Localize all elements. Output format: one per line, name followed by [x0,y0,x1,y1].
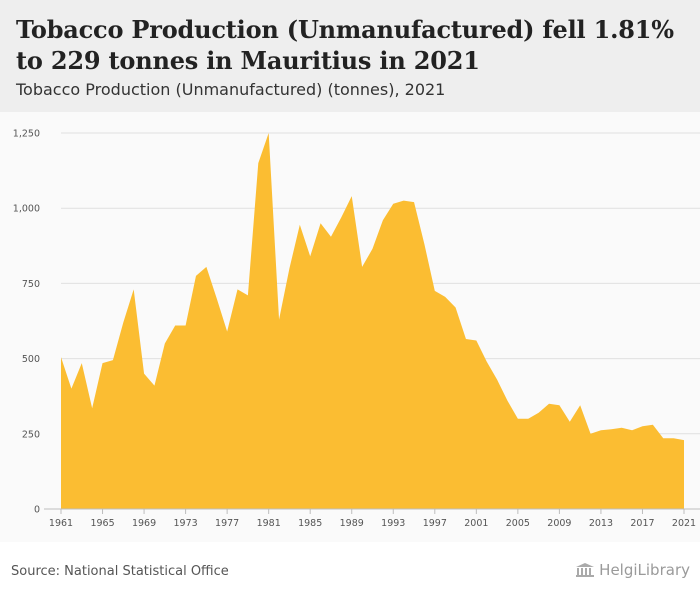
x-tick-label: 2009 [547,518,571,529]
data-point[interactable] [256,161,260,165]
data-point[interactable] [101,361,105,365]
data-point[interactable] [225,330,229,334]
axes: 0 250 500 750 1,000 1,250 1961 1965 1969 1973 1977… [13,129,700,529]
y-tick-label: 1,250 [13,129,40,140]
chart-subtitle: Tobacco Production (Unmanufactured) (ton… [16,80,446,99]
y-tick-label: 250 [22,429,40,440]
data-point[interactable] [173,324,177,328]
y-tick-label: 0 [34,505,40,516]
x-tick-label: 2021 [672,518,696,529]
data-point[interactable] [111,358,115,362]
data-point[interactable] [391,202,395,206]
data-point[interactable] [599,428,603,432]
page-title: Tobacco Production (Unmanufactured) fell… [16,15,674,75]
series-area-fill [61,133,684,509]
x-tick-label: 1965 [90,518,114,529]
data-point[interactable] [59,355,63,359]
data-point[interactable] [443,295,447,299]
data-point[interactable] [204,265,208,269]
data-point[interactable] [402,199,406,203]
data-point[interactable] [329,235,333,239]
brand-logo[interactable]: HelgiLibrary [575,561,690,579]
data-point[interactable] [381,218,385,222]
source-note: Source: National Statistical Office [11,564,229,579]
y-tick-label: 500 [22,354,40,365]
data-point[interactable] [568,420,572,424]
x-tick-label: 2013 [589,518,613,529]
data-point[interactable] [557,403,561,407]
data-point[interactable] [620,426,624,430]
data-point[interactable] [132,287,136,291]
data-point[interactable] [464,337,468,341]
y-tick-label: 750 [22,279,40,290]
data-point[interactable] [454,305,458,309]
data-point[interactable] [236,287,240,291]
data-point[interactable] [339,215,343,219]
brand-name: HelgiLibrary [599,561,690,579]
x-tick-label: 1993 [381,518,405,529]
y-tick-label: 1,000 [13,204,40,215]
data-point[interactable] [485,360,489,364]
area-chart: 0 250 500 750 1,000 1,250 1961 1965 1969 1973 1977… [13,129,700,529]
data-point[interactable] [163,342,167,346]
data-point[interactable] [121,321,125,325]
data-point[interactable] [640,424,644,428]
data-point[interactable] [630,428,634,432]
data-point[interactable] [547,402,551,406]
x-tick-label: 1969 [132,518,156,529]
x-tick-label: 1997 [423,518,447,529]
data-point[interactable] [267,131,271,135]
data-point[interactable] [672,436,676,440]
x-tick-label: 1973 [174,518,198,529]
data-point[interactable] [142,372,146,376]
data-point[interactable] [184,324,188,328]
data-point[interactable] [651,423,655,427]
library-columns-icon [576,563,595,577]
x-tick-label: 2017 [630,518,654,529]
data-point[interactable] [194,274,198,278]
data-point[interactable] [298,223,302,227]
data-point[interactable] [526,417,530,421]
x-tick-label: 1985 [298,518,322,529]
data-point[interactable] [350,194,354,198]
series-area [59,131,686,509]
x-tick-label: 2005 [506,518,530,529]
data-point[interactable] [661,436,665,440]
data-point[interactable] [215,296,219,300]
data-point[interactable] [69,387,73,391]
data-point[interactable] [682,438,686,442]
data-point[interactable] [246,293,250,297]
data-point[interactable] [412,200,416,204]
x-tick-label: 2001 [464,518,488,529]
data-point[interactable] [433,289,437,293]
data-point[interactable] [80,361,84,365]
data-point[interactable] [537,411,541,415]
x-tick-label: 1981 [257,518,281,529]
data-point[interactable] [308,254,312,258]
data-point[interactable] [578,403,582,407]
x-tick-label: 1989 [340,518,364,529]
data-point[interactable] [589,432,593,436]
data-point[interactable] [505,399,509,403]
header-band: Tobacco Production (Unmanufactured) fell… [0,0,700,112]
data-point[interactable] [152,384,156,388]
data-point[interactable] [609,427,613,431]
data-point[interactable] [360,265,364,269]
data-point[interactable] [422,242,426,246]
data-point[interactable] [371,247,375,251]
data-point[interactable] [287,266,291,270]
data-point[interactable] [474,339,478,343]
data-point[interactable] [319,221,323,225]
data-point[interactable] [516,417,520,421]
x-tick-label: 1977 [215,518,239,529]
data-point[interactable] [495,378,499,382]
x-tick-label: 1961 [49,518,73,529]
data-point[interactable] [90,406,94,410]
data-point[interactable] [277,317,281,321]
